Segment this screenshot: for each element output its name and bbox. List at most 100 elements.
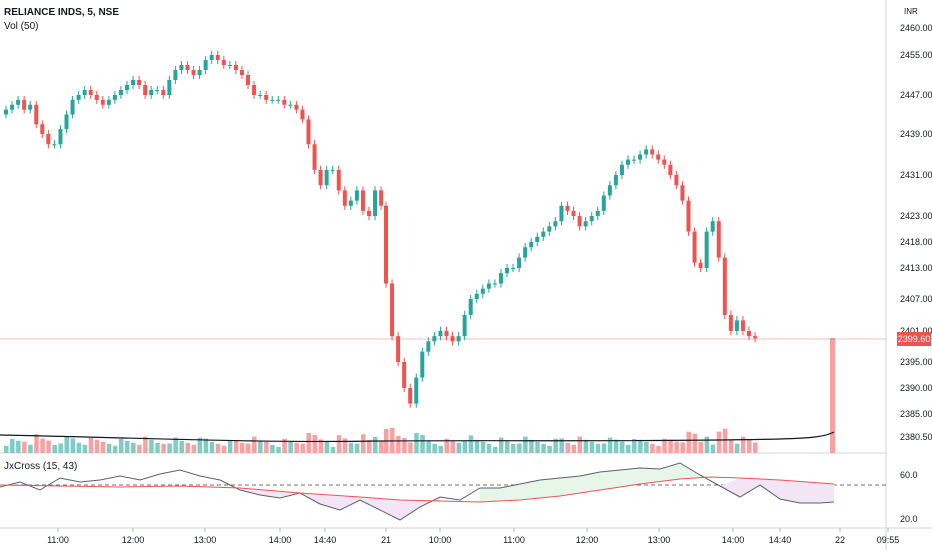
volume-bar: [94, 439, 100, 453]
time-label: 12:00: [576, 535, 599, 545]
volume-bar: [698, 441, 704, 453]
indicator-tick-label: 20.0: [900, 514, 918, 524]
candle-body: [318, 169, 323, 186]
candle-body: [498, 273, 503, 284]
indicator-label[interactable]: JxCross (15, 43): [4, 461, 78, 472]
volume-bar: [149, 439, 154, 453]
volume-bar: [486, 443, 492, 453]
price-tick-label: 2418.00: [900, 237, 932, 247]
volume-bar: [414, 433, 419, 453]
symbol-title[interactable]: RELIANCE INDS, 5, NSE: [4, 7, 120, 18]
currency-label: INR: [904, 7, 918, 16]
volume-bar: [492, 447, 498, 453]
candle-body: [28, 104, 33, 110]
indicator-axis[interactable]: 60.0 20.0: [900, 470, 918, 524]
candle-body: [492, 283, 497, 285]
volume-bar: [354, 443, 360, 453]
volume-bar: [571, 444, 577, 453]
candle-body: [541, 231, 546, 237]
volume-bar: [535, 441, 540, 453]
volume-legend[interactable]: Vol (50): [4, 21, 38, 32]
volume-bar: [16, 440, 21, 453]
candle-body: [626, 159, 630, 165]
candle-body: [46, 134, 51, 145]
volume-bar: [650, 443, 655, 453]
volume-bar: [100, 441, 106, 453]
candle-body: [94, 95, 99, 100]
volume-bar: [619, 441, 625, 453]
volume-bar: [161, 443, 166, 453]
volume-bar: [155, 443, 160, 453]
candle-body: [728, 315, 733, 331]
volume-bar: [577, 436, 583, 453]
time-label: 14:00: [269, 535, 292, 545]
volume-bar: [613, 439, 619, 453]
volume-bar: [70, 438, 76, 453]
candle-body: [698, 262, 703, 268]
candle-body: [426, 341, 431, 352]
candle-body: [644, 149, 649, 155]
candle-body: [553, 221, 558, 227]
candle-body: [10, 104, 15, 110]
volume-bar: [716, 431, 722, 453]
candle-body: [342, 190, 347, 206]
candle-body: [185, 65, 190, 70]
volume-bar: [336, 435, 342, 453]
price-tick-label: 2401.00: [900, 326, 932, 336]
candle-body: [22, 99, 27, 110]
volume-bar: [704, 436, 710, 453]
symbol-legend[interactable]: RELIANCE INDS, 5, NSE: [4, 7, 119, 18]
candle-body: [348, 200, 353, 206]
volume-label[interactable]: Vol (50): [4, 21, 39, 32]
volume-bar: [348, 442, 354, 453]
candle-body: [517, 257, 522, 268]
candle-body: [179, 65, 184, 70]
fast-line: [0, 462, 835, 521]
price-tick-label: 2447.00: [900, 90, 932, 100]
candle-body: [414, 377, 419, 404]
volume-bar: [420, 435, 425, 453]
time-axis[interactable]: 11:00 12:00 13:00 14:00 14:40 21 10:00 11:00 12:…: [47, 528, 899, 545]
volume-bar: [583, 439, 589, 453]
volume-bar: [52, 445, 57, 453]
volume-bar: [282, 438, 287, 453]
volume-bar: [692, 433, 698, 453]
candle-body: [601, 195, 606, 211]
volume-bar: [143, 436, 148, 453]
candle-body: [662, 159, 667, 165]
volume-bar: [734, 443, 740, 453]
volume-bar: [559, 438, 564, 453]
candle-body: [444, 331, 449, 337]
volume-bar: [294, 442, 299, 453]
volume-bar: [601, 443, 607, 453]
volume-bar: [258, 441, 263, 453]
volume-bar: [203, 438, 209, 453]
volume-bar: [456, 442, 462, 453]
candle-body: [367, 210, 371, 216]
candle-body: [233, 65, 238, 70]
time-label: 12:00: [122, 535, 145, 545]
volume-bar: [46, 440, 51, 453]
indicator-legend[interactable]: JxCross (15, 43): [4, 461, 77, 472]
time-label: 14:00: [722, 535, 745, 545]
candle-body: [740, 320, 745, 331]
volume-bar: [88, 437, 94, 453]
time-label: 10:00: [429, 535, 452, 545]
last-price-badge: 2399.60: [897, 332, 931, 346]
price-tick-label: 2423.00: [900, 211, 932, 221]
candle-body: [173, 70, 178, 80]
candle-body: [58, 129, 63, 145]
candle-body: [246, 75, 250, 85]
volume-bar: [474, 439, 480, 453]
volume-bar: [607, 437, 613, 453]
price-axis[interactable]: 2460.00 2455.00 2447.00 2439.00 2431.00 2423.…: [900, 23, 932, 442]
candle-body: [215, 55, 220, 60]
candle-body: [155, 90, 160, 91]
candle-body: [650, 149, 655, 155]
volume-bar: [547, 445, 552, 453]
jxcross-indicator: [0, 462, 886, 521]
candle-body: [595, 210, 600, 216]
candle-body: [619, 164, 624, 175]
